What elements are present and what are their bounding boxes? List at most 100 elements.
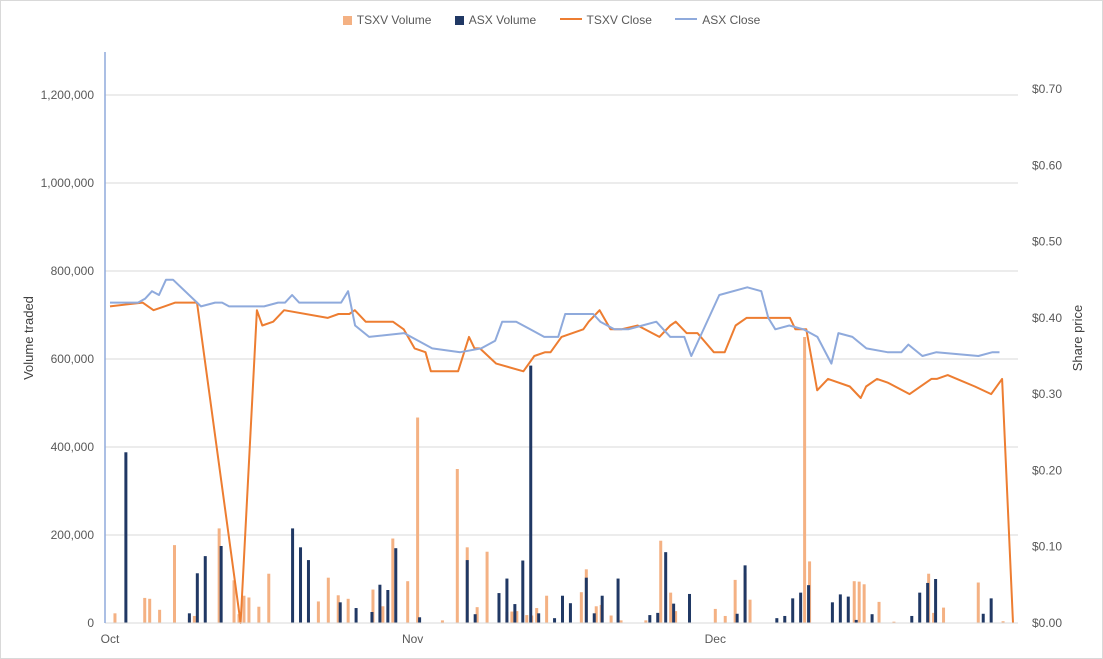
asx-volume-bar xyxy=(584,577,588,623)
legend-swatch-tsxv-volume xyxy=(342,15,352,25)
legend-item-asx-volume: ASX Volume xyxy=(454,12,537,28)
tsxv-volume-bar xyxy=(659,540,663,623)
asx-volume-bar xyxy=(672,603,676,623)
price-lines xyxy=(109,278,1014,624)
axes: 0 200,000 400,000 600,000 800,000 1,000,000 1,… xyxy=(41,52,1062,646)
y-axis-title: Volume traded xyxy=(21,296,36,380)
legend-label-tsxv-close: TSXV Close xyxy=(586,13,652,28)
tsxv-volume-bar xyxy=(440,620,444,623)
asx-volume-bar xyxy=(838,594,842,623)
tsxv-volume-bar xyxy=(942,607,946,623)
asx-volume-bar xyxy=(688,593,692,623)
asx-volume-bar xyxy=(378,584,382,623)
tsxv-volume-bar xyxy=(644,620,648,623)
y-tick-label: 0 xyxy=(87,616,94,630)
tsxv-volume-bar xyxy=(192,615,196,623)
tsxv-volume-bar xyxy=(158,609,162,623)
volume-bars xyxy=(113,337,1005,623)
asx-volume-bar xyxy=(473,614,477,623)
tsxv-volume-bar xyxy=(852,581,856,623)
x-tick-label: Dec xyxy=(705,632,726,646)
asx-volume-bar xyxy=(870,614,874,623)
asx-volume-bar xyxy=(568,603,572,623)
tsxv-volume-bar xyxy=(217,528,221,623)
asx-volume-bar xyxy=(338,602,342,623)
y2-axis-title: Share price xyxy=(1070,305,1085,371)
asx-volume-bar xyxy=(807,585,811,623)
y-tick-label: 1,000,000 xyxy=(41,176,95,190)
tsxv-volume-bar xyxy=(862,584,866,623)
tsxv-volume-bar xyxy=(143,597,147,623)
tsxv-volume-bar xyxy=(326,577,330,623)
tsxv-volume-bar xyxy=(336,595,340,623)
asx-volume-bar xyxy=(553,618,557,623)
asx-volume-bar xyxy=(529,365,533,623)
y-tick-label: 1,200,000 xyxy=(41,88,95,102)
asx-volume-bar xyxy=(592,613,596,623)
tsxv-volume-bar xyxy=(371,589,375,623)
asx-volume-bar xyxy=(521,560,525,623)
tsxv-volume-bar xyxy=(723,615,727,623)
tsxv-volume-bar xyxy=(381,606,385,623)
y2-tick-label: $0.00 xyxy=(1032,616,1062,630)
tsxv-volume-bar xyxy=(346,598,350,623)
tsxv-volume-bar xyxy=(669,592,673,623)
asx-volume-bar xyxy=(600,595,604,623)
tsxv-volume-bar xyxy=(535,608,539,623)
tsxv-volume-bar xyxy=(247,597,251,623)
tsxv-volume-bar xyxy=(594,606,598,623)
asx-volume-bar xyxy=(203,556,207,623)
asx-volume-bar xyxy=(394,548,398,623)
legend-label-asx-volume: ASX Volume xyxy=(468,13,537,28)
tsxv-volume-bar xyxy=(545,595,549,623)
tsxv-volume-bar xyxy=(1001,621,1005,623)
asx-volume-bar xyxy=(989,598,993,623)
gridlines xyxy=(105,94,1018,536)
asx-volume-bar xyxy=(370,612,374,623)
y-tick-label: 600,000 xyxy=(51,352,95,366)
y2-tick-label: $0.40 xyxy=(1032,311,1062,325)
y-tick-label: 200,000 xyxy=(51,528,95,542)
legend-item-tsxv-close: TSXV Close xyxy=(559,12,652,28)
legend-swatch-asx-close xyxy=(675,18,698,21)
asx-volume-bar xyxy=(497,593,501,623)
tsxv-volume-bar xyxy=(257,606,261,623)
asx-volume-bar xyxy=(354,608,358,623)
y2-tick-label: $0.50 xyxy=(1032,235,1062,249)
asx-volume-bar xyxy=(513,604,517,623)
legend-swatch-tsxv-close xyxy=(559,18,582,21)
asx-volume-bar xyxy=(981,613,985,623)
y2-tick-label: $0.70 xyxy=(1032,82,1062,96)
tsxv-volume-bar xyxy=(748,599,752,623)
asx-volume-bar xyxy=(799,592,803,623)
y-tick-label: 400,000 xyxy=(51,440,95,454)
legend-label-asx-close: ASX Close xyxy=(702,13,761,28)
legend-item-tsxv-volume: TSXV Volume xyxy=(342,12,431,27)
asx-volume-bar xyxy=(735,613,739,623)
asx-volume-bar xyxy=(386,590,390,623)
tsxv-volume-bar xyxy=(619,620,623,623)
tsxv-volume-bar xyxy=(173,545,176,623)
asx-volume-bar xyxy=(854,619,858,623)
tsxv-volume-bar xyxy=(877,601,881,623)
tsxv-volume-bar xyxy=(892,621,896,623)
asx-volume-bar xyxy=(648,615,652,623)
asx-volume-bar xyxy=(616,578,620,623)
tsxv-volume-bar xyxy=(406,581,410,623)
legend-swatch-asx-volume xyxy=(454,15,464,25)
asx-volume-bar xyxy=(306,560,310,623)
asx-volume-bar xyxy=(910,615,914,623)
asx-volume-bar xyxy=(124,452,128,623)
tsxv-volume-bar xyxy=(579,592,583,623)
tsxv-volume-bar xyxy=(857,581,861,623)
tsxv-volume-bar xyxy=(976,582,980,623)
asx-volume-bar xyxy=(775,618,779,623)
asx-volume-bar xyxy=(743,565,747,623)
asx-volume-bar xyxy=(299,547,303,623)
asx-volume-bar xyxy=(195,573,199,623)
tsxv-volume-bar xyxy=(455,469,459,623)
y2-tick-label: $0.20 xyxy=(1032,463,1062,477)
tsxv-volume-bar xyxy=(148,598,152,623)
